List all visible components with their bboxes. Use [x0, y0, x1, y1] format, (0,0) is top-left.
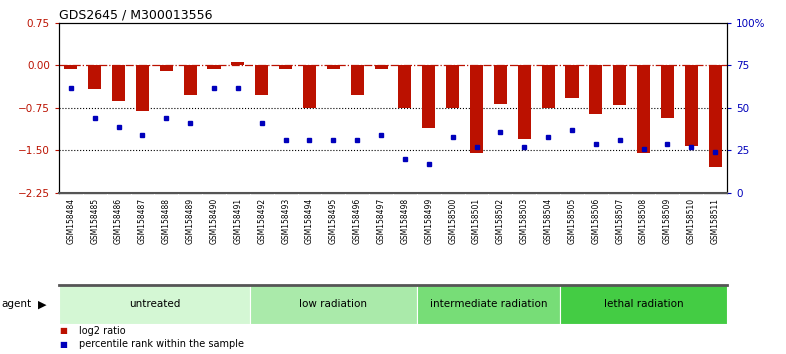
Bar [374, 65, 387, 69]
Text: GSM158489: GSM158489 [185, 198, 195, 244]
Bar [637, 65, 650, 153]
Text: GSM158495: GSM158495 [329, 198, 338, 244]
Text: GSM158501: GSM158501 [472, 198, 481, 244]
Text: GDS2645 / M300013556: GDS2645 / M300013556 [59, 9, 212, 22]
Text: GSM158490: GSM158490 [210, 198, 219, 244]
Text: GSM158500: GSM158500 [448, 198, 457, 244]
Text: GSM158484: GSM158484 [66, 198, 75, 244]
Bar [64, 65, 78, 69]
Text: log2 ratio: log2 ratio [79, 326, 125, 336]
Text: GSM158492: GSM158492 [257, 198, 266, 244]
Text: GSM158488: GSM158488 [162, 198, 171, 244]
Text: GSM158509: GSM158509 [663, 198, 672, 244]
Text: ■: ■ [59, 326, 67, 336]
Text: agent: agent [2, 299, 31, 309]
Text: GSM158493: GSM158493 [281, 198, 290, 244]
Text: ■: ■ [59, 339, 67, 349]
Text: GSM158505: GSM158505 [567, 198, 576, 244]
Bar [685, 65, 698, 146]
Text: GSM158498: GSM158498 [400, 198, 410, 244]
Bar [560, 285, 727, 324]
Bar [351, 65, 364, 95]
Text: GSM158486: GSM158486 [114, 198, 123, 244]
Bar [327, 65, 340, 69]
Bar [542, 65, 555, 108]
Text: GSM158506: GSM158506 [591, 198, 601, 244]
Text: percentile rank within the sample: percentile rank within the sample [79, 339, 244, 349]
Bar [417, 285, 560, 324]
Bar [590, 65, 602, 114]
Text: intermediate radiation: intermediate radiation [430, 299, 547, 309]
Text: lethal radiation: lethal radiation [604, 299, 683, 309]
Bar [399, 65, 412, 108]
Text: GSM158487: GSM158487 [138, 198, 147, 244]
Text: GSM158496: GSM158496 [353, 198, 362, 244]
Bar [59, 285, 250, 324]
Text: GSM158511: GSM158511 [711, 198, 720, 244]
Text: GSM158504: GSM158504 [544, 198, 553, 244]
Bar [160, 65, 173, 71]
Bar [231, 62, 244, 65]
Bar [136, 65, 149, 111]
Bar [518, 65, 531, 139]
Bar [613, 65, 626, 105]
Bar [303, 65, 316, 108]
Bar [708, 65, 722, 167]
Text: GSM158499: GSM158499 [424, 198, 433, 244]
Bar [470, 65, 483, 153]
Text: GSM158485: GSM158485 [90, 198, 99, 244]
Text: GSM158491: GSM158491 [233, 198, 242, 244]
Bar [565, 65, 578, 98]
Bar [494, 65, 507, 104]
Bar [88, 65, 101, 89]
Text: GSM158497: GSM158497 [376, 198, 386, 244]
Text: GSM158508: GSM158508 [639, 198, 648, 244]
Bar [661, 65, 674, 118]
Bar [422, 65, 435, 128]
Bar [184, 65, 196, 95]
Bar [446, 65, 459, 108]
Text: GSM158507: GSM158507 [615, 198, 624, 244]
Text: GSM158502: GSM158502 [496, 198, 505, 244]
Text: ▶: ▶ [38, 299, 46, 309]
Bar [208, 65, 221, 69]
Bar [250, 285, 417, 324]
Text: GSM158510: GSM158510 [687, 198, 696, 244]
Text: GSM158503: GSM158503 [520, 198, 529, 244]
Text: low radiation: low radiation [299, 299, 367, 309]
Bar [255, 65, 268, 95]
Bar [279, 65, 292, 69]
Bar [112, 65, 125, 101]
Text: untreated: untreated [129, 299, 180, 309]
Text: GSM158494: GSM158494 [305, 198, 314, 244]
